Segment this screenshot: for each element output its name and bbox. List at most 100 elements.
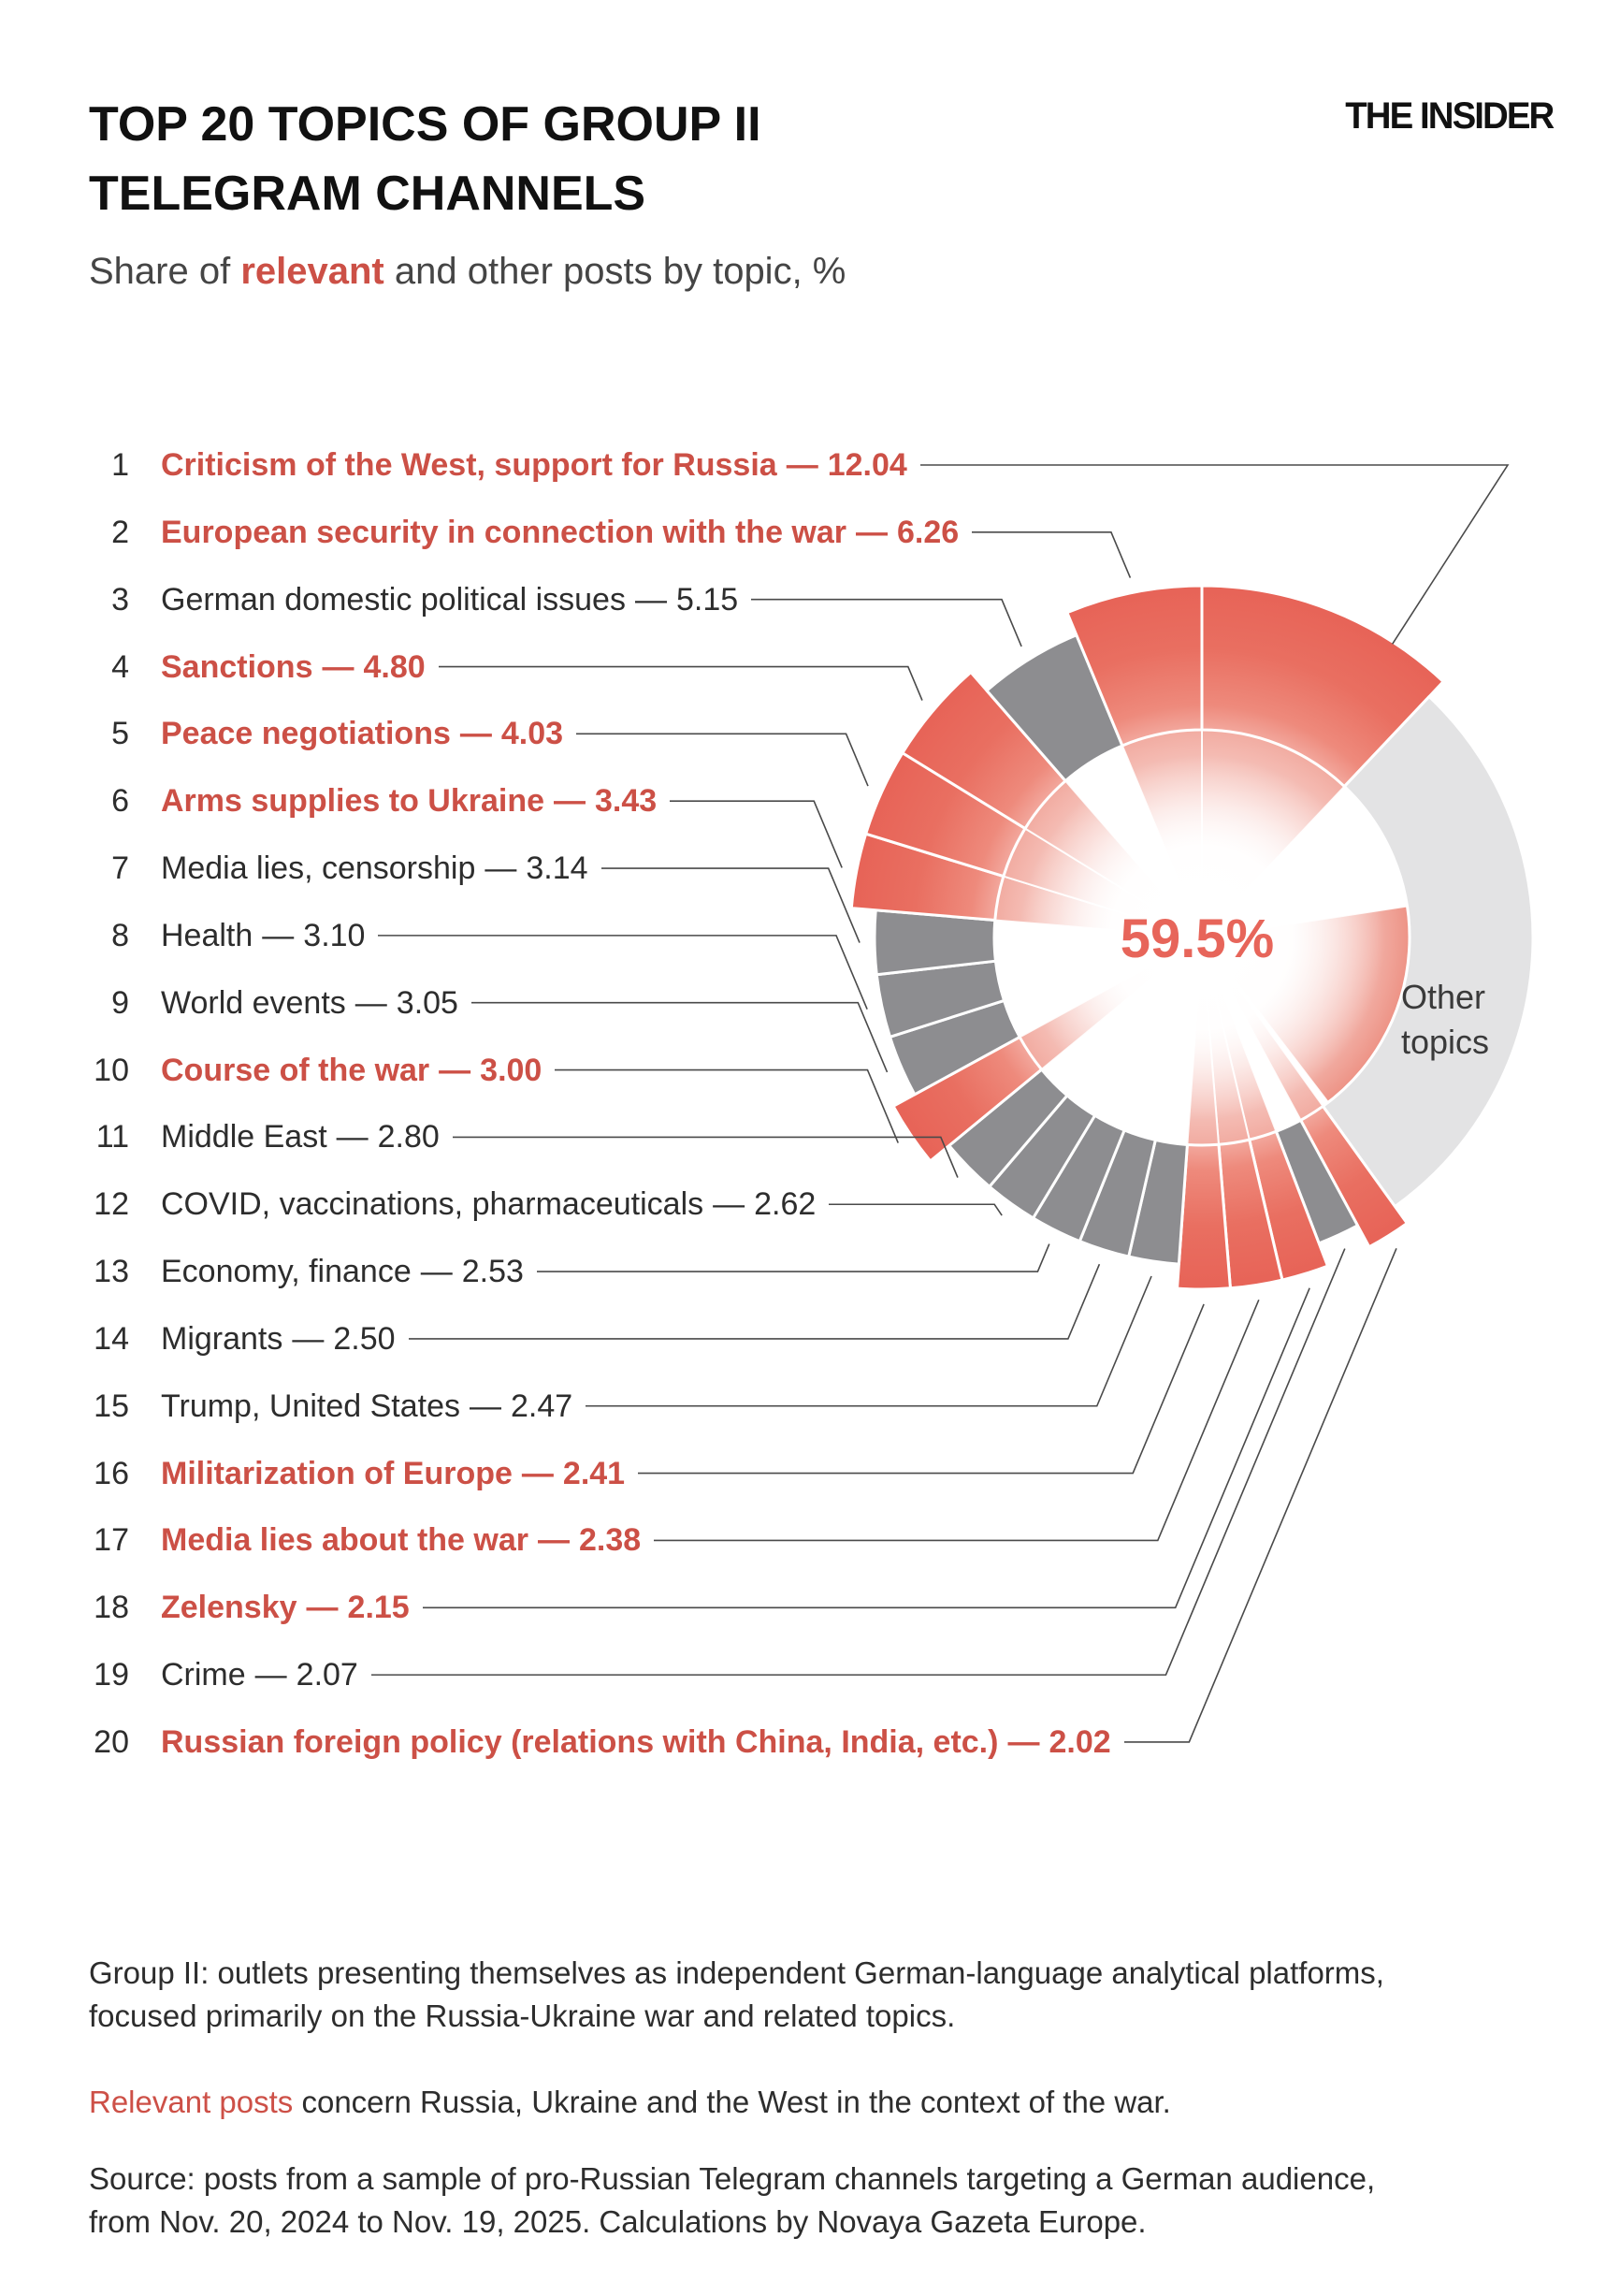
topic-rank: 2 (111, 514, 129, 550)
topic-label: Trump, United States (161, 1388, 460, 1424)
topic-row: 6 Arms supplies to Ukraine —3.43 (0, 778, 1620, 823)
topic-label: Media lies, censorship (161, 850, 476, 887)
topic-value: 3.00 (480, 1052, 542, 1088)
topic-value: 2.02 (1049, 1723, 1111, 1760)
topic-label: Course of the war (161, 1052, 430, 1088)
topic-label-value: Course of the war —3.00 (161, 1048, 542, 1093)
relevant-ray (1201, 937, 1251, 1146)
topic-row: 1 Criticism of the West, support for Russ… (0, 443, 1620, 487)
topic-rank: 5 (111, 716, 129, 752)
topic-rank: 3 (111, 581, 129, 618)
topic-label-value: COVID, vaccinations, pharmaceuticals —2.6… (161, 1182, 816, 1227)
topic-separator: — (354, 984, 387, 1021)
footnote-source: Source: posts from a sample of pro-Russi… (89, 2158, 1585, 2244)
topic-label: World events (161, 984, 346, 1021)
footnote-group-line: focused primarily on the Russia-Ukraine … (89, 1998, 956, 2033)
topic-rank: 14 (94, 1320, 129, 1357)
topic-separator: — (439, 1052, 471, 1088)
topic-separator: — (521, 1455, 554, 1491)
topic-value: 4.03 (500, 716, 564, 752)
topic-label-value: Trump, United States —2.47 (161, 1384, 572, 1429)
topic-label-value: Russian foreign policy (relations with C… (161, 1720, 1111, 1765)
topic-label: Media lies about the war (161, 1522, 528, 1559)
topic-row: 19 Crime —2.07 (0, 1652, 1620, 1697)
topic-label: COVID, vaccinations, pharmaceuticals (161, 1186, 704, 1223)
topic-rank: 9 (111, 984, 129, 1021)
subtitle-suffix: and other posts by topic, % (383, 251, 846, 292)
topic-label-value: Media lies about the war —2.38 (161, 1518, 641, 1562)
topic-separator: — (485, 850, 517, 887)
topic-label: Zelensky (161, 1590, 297, 1626)
topic-value: 5.15 (675, 581, 739, 618)
topic-separator: — (322, 648, 354, 685)
topic-row: 9 World events —3.05 (0, 981, 1620, 1025)
topic-label-value: Arms supplies to Ukraine —3.43 (161, 778, 657, 823)
topic-row: 13 Economy, finance —2.53 (0, 1249, 1620, 1294)
topic-row: 3 German domestic political issues —5.15 (0, 577, 1620, 622)
page-title-line-2: TELEGRAM CHANNELS (89, 167, 646, 221)
topic-separator: — (634, 581, 667, 618)
topic-rank: 16 (94, 1455, 129, 1491)
topic-separator: — (336, 1119, 369, 1155)
topic-separator: — (554, 783, 586, 820)
topic-row: 4 Sanctions —4.80 (0, 645, 1620, 690)
page-title: TOP 20 TOPICS OF GROUP II TELEGRAM CHANN… (89, 90, 761, 228)
topic-rank: 15 (94, 1388, 129, 1424)
topic-row: 2 European security in connection with th… (0, 510, 1620, 555)
topic-rank: 19 (94, 1657, 129, 1693)
topic-label: Crime (161, 1657, 246, 1693)
topic-rank: 7 (111, 850, 129, 887)
topic-row: 5 Peace negotiations —4.03 (0, 711, 1620, 756)
relevant-ray (1201, 937, 1278, 1141)
topic-label-value: Criticism of the West, support for Russi… (161, 443, 907, 487)
footnote-group-line: Group II: outlets presenting themselves … (89, 1955, 1384, 1990)
topic-row: 8 Health —3.10 (0, 913, 1620, 958)
topic-separator: — (1007, 1723, 1040, 1760)
topic-value: 2.53 (461, 1254, 524, 1290)
footnote-relevant-rest: concern Russia, Ukraine and the West in … (293, 2085, 1171, 2119)
topic-value: 3.43 (595, 783, 658, 820)
footnote-relevant-highlight: Relevant posts (89, 2085, 294, 2119)
topic-label-value: Migrants —2.50 (161, 1316, 396, 1361)
footnote-source-line: Source: posts from a sample of pro-Russi… (89, 2161, 1376, 2196)
topic-label-value: Crime —2.07 (161, 1652, 358, 1697)
footnote-group-definition: Group II: outlets presenting themselves … (89, 1952, 1585, 2038)
footnote-source-line: from Nov. 20, 2024 to Nov. 19, 2025. Cal… (89, 2204, 1147, 2239)
topic-separator: — (786, 447, 818, 483)
topic-row: 20 Russian foreign policy (relations with… (0, 1720, 1620, 1765)
topic-separator: — (262, 917, 295, 953)
topic-label-value: European security in connection with the… (161, 510, 959, 555)
topic-rank: 1 (111, 447, 129, 483)
topic-value: 2.38 (578, 1522, 642, 1559)
topic-rank: 20 (94, 1723, 129, 1760)
topic-label: Russian foreign policy (relations with C… (161, 1723, 999, 1760)
topic-value: 3.10 (303, 917, 366, 953)
topic-row: 11 Middle East —2.80 (0, 1114, 1620, 1159)
topic-value: 2.50 (333, 1320, 396, 1357)
topic-label: Arms supplies to Ukraine (161, 783, 545, 820)
topic-label-value: Peace negotiations —4.03 (161, 711, 563, 756)
relevant-ray (1121, 729, 1203, 938)
topic-label-value: World events —3.05 (161, 981, 458, 1025)
topic-row: 16 Militarization of Europe —2.41 (0, 1451, 1620, 1496)
topic-label: Migrants (161, 1320, 283, 1357)
topic-rank: 8 (111, 917, 129, 953)
topic-separator: — (459, 716, 492, 752)
topic-rank: 17 (94, 1522, 129, 1559)
topic-label: Health (161, 917, 253, 953)
subtitle-highlight: relevant (240, 251, 384, 292)
topic-rank: 13 (94, 1254, 129, 1290)
topic-row: 17 Media lies about the war —2.38 (0, 1518, 1620, 1562)
relevant-ray (1201, 729, 1346, 938)
topic-label-value: German domestic political issues —5.15 (161, 577, 738, 622)
other-topics-label-line-1: Other (1401, 978, 1486, 1016)
page-title-line-1: TOP 20 TOPICS OF GROUP II (89, 97, 761, 152)
topic-separator: — (254, 1657, 287, 1693)
topic-value: 6.26 (897, 514, 960, 550)
subtitle: Share of relevant and other posts by top… (89, 247, 846, 296)
topic-label: Middle East (161, 1119, 327, 1155)
topic-row: 12 COVID, vaccinations, pharmaceuticals —2… (0, 1182, 1620, 1227)
topic-value: 3.14 (526, 850, 588, 887)
topic-value: 2.41 (562, 1455, 626, 1491)
topic-value: 2.07 (296, 1657, 358, 1693)
